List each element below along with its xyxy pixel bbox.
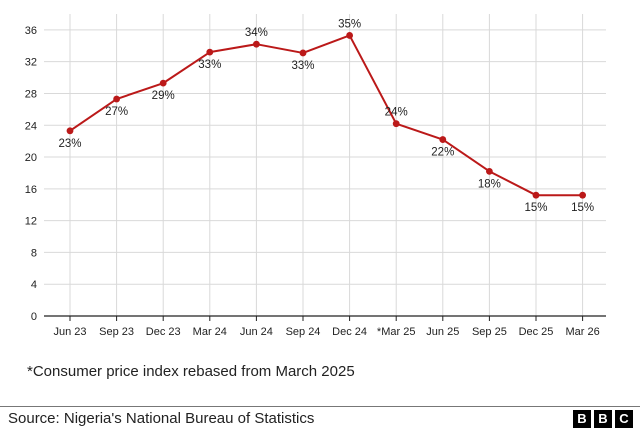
bbc-logo: B B C — [573, 410, 633, 428]
data-label: 18% — [478, 178, 501, 190]
data-point — [486, 167, 493, 175]
data-label: 27% — [105, 106, 128, 118]
x-tick-label: Mar 24 — [193, 326, 227, 338]
x-tick-label: Jun 24 — [240, 326, 273, 338]
y-tick-label: 12 — [25, 216, 37, 228]
data-point — [253, 40, 260, 48]
data-point — [159, 79, 167, 87]
y-tick-label: 32 — [25, 57, 37, 69]
y-tick-label: 8 — [31, 247, 37, 259]
x-tick-label: *Mar 25 — [377, 326, 416, 338]
data-label: 15% — [571, 202, 594, 214]
y-tick-label: 0 — [31, 311, 37, 323]
y-tick-label: 28 — [25, 88, 37, 100]
x-tick-label: Jun 23 — [53, 326, 86, 338]
source-note: Source: Nigeria's National Bureau of Sta… — [8, 410, 315, 427]
data-point — [439, 136, 447, 143]
line-chart: 0 4 8 12 16 20 24 28 32 36 Jun 23 Sep 23 Dec 23 Mar 2… — [25, 14, 606, 338]
data-label: 33% — [198, 59, 221, 71]
x-tick-label: Mar 26 — [565, 326, 599, 338]
data-point — [532, 191, 540, 199]
data-label: 34% — [245, 27, 268, 39]
data-label: 15% — [524, 202, 547, 214]
y-tick-label: 20 — [25, 152, 37, 164]
y-tick-label: 24 — [25, 120, 37, 132]
data-point — [206, 48, 214, 56]
data-label: 24% — [385, 107, 408, 119]
footer-divider — [0, 406, 640, 407]
data-label: 33% — [291, 60, 314, 72]
x-tick-label: Sep 24 — [286, 326, 321, 338]
y-tick-label: 16 — [25, 184, 37, 196]
bbc-logo-letter: C — [615, 410, 633, 428]
x-tick-label: Sep 23 — [99, 326, 134, 338]
x-tick-label: Dec 25 — [519, 326, 554, 338]
data-label: 35% — [338, 18, 361, 30]
x-tick-label: Dec 23 — [146, 326, 181, 338]
x-tick-label: Sep 25 — [472, 326, 507, 338]
data-label: 23% — [58, 138, 81, 150]
x-tick-label: Dec 24 — [332, 326, 367, 338]
data-point — [113, 95, 120, 103]
y-tick-label: 36 — [25, 25, 37, 37]
series-line — [69, 34, 583, 197]
data-label: 29% — [152, 90, 175, 102]
footnote: *Consumer price index rebased from March… — [27, 363, 355, 380]
data-point — [66, 127, 74, 135]
data-point — [299, 49, 307, 57]
data-label: 22% — [431, 147, 454, 159]
y-tick-label: 4 — [31, 279, 37, 291]
bbc-logo-letter: B — [594, 410, 612, 428]
x-tick-label: Jun 25 — [426, 326, 459, 338]
bbc-logo-letter: B — [573, 410, 591, 428]
data-point — [392, 120, 400, 128]
data-point — [579, 191, 586, 199]
data-point — [346, 32, 353, 39]
